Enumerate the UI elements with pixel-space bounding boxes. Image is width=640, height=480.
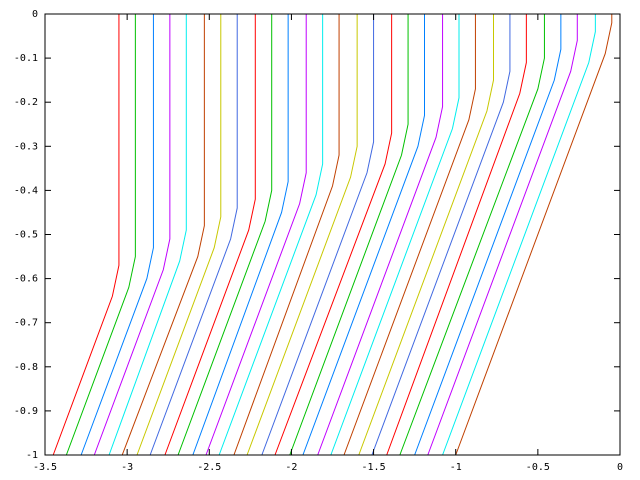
y-tick-label: -0.7	[14, 318, 38, 329]
series-line	[343, 14, 476, 456]
x-tick-label: -1	[450, 462, 462, 473]
y-tick-label: 0	[32, 9, 38, 20]
series-line	[371, 14, 511, 456]
series-line	[205, 14, 307, 456]
x-tick-label: 0	[617, 462, 623, 473]
series-line	[427, 14, 578, 456]
x-tick-label: -3.5	[33, 462, 57, 473]
series-line	[261, 14, 375, 456]
series-line	[274, 14, 393, 456]
series-line	[192, 14, 289, 456]
series-line	[442, 14, 596, 456]
y-tick-label: -0.1	[14, 53, 38, 64]
x-tick-label: -0.5	[526, 462, 550, 473]
y-tick-label: -0.5	[14, 230, 38, 241]
series-line	[289, 14, 409, 456]
series-line	[330, 14, 460, 456]
series-line	[149, 14, 238, 456]
series-line	[65, 14, 136, 456]
series-line	[93, 14, 171, 456]
y-tick-label: -0.6	[14, 274, 38, 285]
series-line	[414, 14, 562, 456]
y-tick-label: -0.4	[14, 185, 38, 196]
x-tick-label: -3	[121, 462, 133, 473]
series-line	[80, 14, 154, 456]
x-tick-label: -1.5	[362, 462, 386, 473]
y-tick-label: -0.9	[14, 406, 38, 417]
series-line	[302, 14, 425, 456]
series-line	[317, 14, 444, 456]
series-line	[164, 14, 256, 456]
series-line	[108, 14, 187, 456]
series-line	[358, 14, 494, 456]
y-tick-label: -0.3	[14, 141, 38, 152]
series-line	[233, 14, 340, 456]
series-line	[246, 14, 358, 456]
series-line	[455, 14, 613, 456]
series-line	[136, 14, 222, 456]
y-tick-label: -1	[26, 450, 38, 461]
series-line	[218, 14, 324, 456]
y-tick-label: -0.2	[14, 97, 38, 108]
series-line	[121, 14, 205, 456]
y-tick-label: -0.8	[14, 362, 38, 373]
series-line	[52, 14, 120, 456]
series-line	[177, 14, 273, 456]
x-tick-label: -2.5	[197, 462, 221, 473]
x-tick-label: -2	[285, 462, 297, 473]
series-line	[399, 14, 545, 456]
series-line	[386, 14, 527, 456]
